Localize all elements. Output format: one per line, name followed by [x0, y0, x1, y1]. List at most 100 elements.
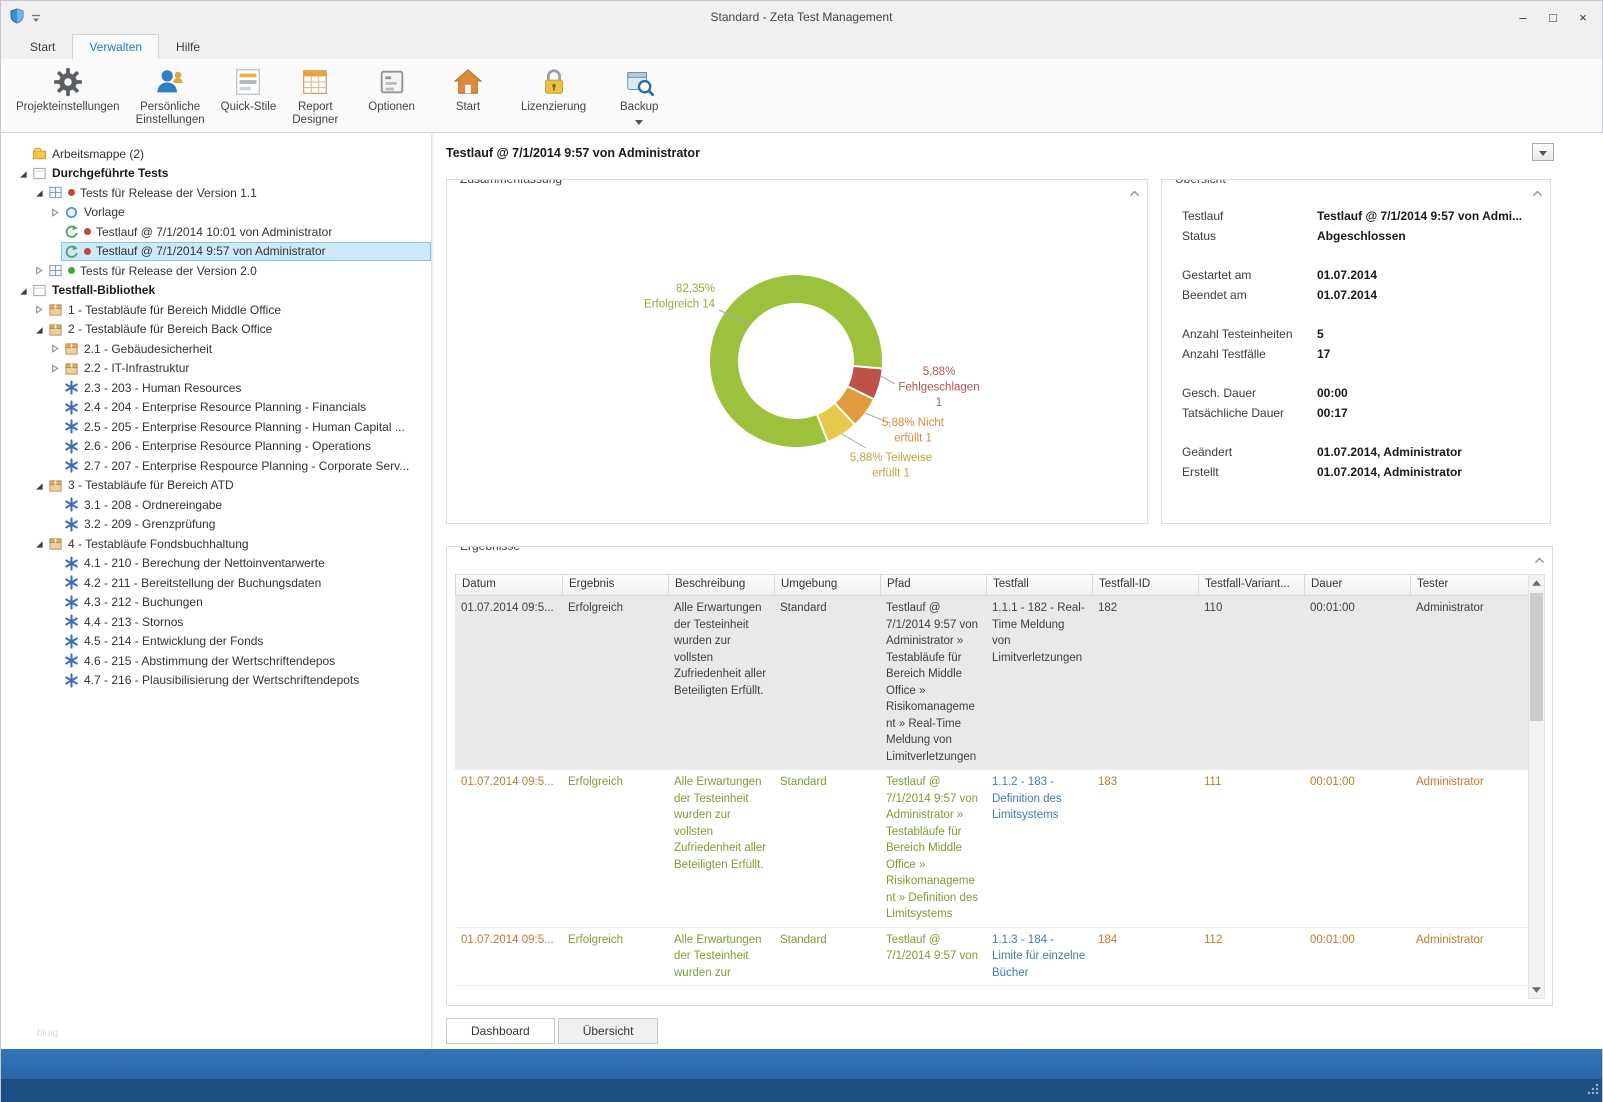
tab-verwalten[interactable]: Verwalten: [72, 34, 160, 59]
column-header-datum[interactable]: Datum: [456, 575, 563, 595]
donut-label-leader-line: [864, 412, 891, 424]
close-button[interactable]: ×: [1579, 9, 1587, 25]
tree-expanded-arrow-icon[interactable]: [31, 187, 45, 198]
quick-stile-button[interactable]: Quick-Stile: [214, 62, 284, 116]
tree-item-content: 4.6 - 215 - Abstimmung der Wertschriften…: [61, 651, 431, 670]
column-header-dauer[interactable]: Dauer: [1305, 575, 1411, 595]
tree-item[interactable]: Testfall-Bibliothek: [1, 281, 431, 301]
tree-item[interactable]: 4.1 - 210 - Berechung der Nettoinventarw…: [1, 554, 431, 574]
tree-item[interactable]: Arbeitsmappe (2): [1, 144, 431, 164]
overview-field: Status Abgeschlossen: [1182, 226, 1538, 246]
tree-item[interactable]: 2.6 - 206 - Enterprise Resource Planning…: [1, 437, 431, 457]
tree-item[interactable]: 4.6 - 215 - Abstimmung der Wertschriften…: [1, 651, 431, 671]
persoenliche-einstellungen-button[interactable]: Persönliche Einstellungen: [129, 62, 212, 129]
bottom-tab-dashboard[interactable]: Dashboard: [446, 1018, 555, 1044]
tree-item[interactable]: 4 - Testabläufe Fondsbuchhaltung: [1, 534, 431, 554]
tree-item[interactable]: Vorlage: [1, 203, 431, 223]
results-scrollbar[interactable]: [1528, 574, 1545, 999]
quick-access-toolbar-icon[interactable]: [31, 10, 41, 28]
scrollbar-thumb[interactable]: [1530, 593, 1543, 721]
table-row[interactable]: 01.07.2014 09:5... Erfolgreich Alle Erwart…: [455, 927, 1530, 986]
tree-collapsed-arrow-icon[interactable]: [47, 363, 61, 374]
tree-expanded-arrow-icon[interactable]: [15, 168, 29, 179]
column-header-umgebung[interactable]: Umgebung: [775, 575, 881, 595]
tree-item[interactable]: 1 - Testabläufe für Bereich Middle Offic…: [1, 300, 431, 320]
tree-item-content: 2.2 - IT-Infrastruktur: [61, 359, 431, 378]
column-header-testfall[interactable]: Testfall: [987, 575, 1093, 595]
tree-item[interactable]: Testlauf @ 7/1/2014 10:01 von Administra…: [1, 222, 431, 242]
scroll-up-icon[interactable]: [1529, 575, 1544, 591]
tree-item[interactable]: 4.3 - 212 - Buchungen: [1, 593, 431, 613]
start-button[interactable]: Start: [438, 62, 498, 116]
table-row[interactable]: 01.07.2014 09:5... Erfolgreich Alle Erwart…: [455, 596, 1530, 770]
tree-item-content: Arbeitsmappe (2): [29, 144, 431, 163]
column-header-variante[interactable]: Testfall-Variant...: [1199, 575, 1305, 595]
lizenzierung-button[interactable]: Lizenzierung: [514, 62, 593, 116]
column-header-pfad[interactable]: Pfad: [881, 575, 987, 595]
tree-item[interactable]: 2.7 - 207 - Enterprise Respource Plannin…: [1, 456, 431, 476]
donut-label: 5,88% Teilweise: [850, 452, 932, 464]
column-header-beschreibung[interactable]: Beschreibung: [669, 575, 775, 595]
tree-item[interactable]: 2.1 - Gebäudesicherheit: [1, 339, 431, 359]
donut-slice-separator: [834, 402, 856, 425]
maximize-button[interactable]: □: [1549, 9, 1557, 25]
table-row[interactable]: 01.07.2014 09:5... Erfolgreich Alle Erwart…: [455, 770, 1530, 928]
status-dot-red: [84, 228, 91, 236]
report-icon: [300, 65, 330, 98]
overview-field-value: 01.07.2014, Administrator: [1317, 465, 1462, 479]
tree-item[interactable]: Testlauf @ 7/1/2014 9:57 von Administrat…: [1, 241, 431, 262]
tab-hilfe[interactable]: Hilfe: [176, 40, 201, 54]
cell-umgebung: Standard: [780, 602, 827, 614]
tree-expanded-arrow-icon[interactable]: [31, 538, 45, 549]
tree-item[interactable]: Tests für Release der Version 1.1: [1, 183, 431, 203]
tree-collapsed-arrow-icon[interactable]: [47, 343, 61, 354]
tree-item[interactable]: 3.1 - 208 - Ordnereingabe: [1, 495, 431, 515]
bottom-tab-übersicht[interactable]: Übersicht: [557, 1018, 659, 1044]
view-options-button[interactable]: [1532, 143, 1554, 161]
tree-expanded-arrow-icon[interactable]: [31, 480, 45, 491]
tree-item[interactable]: 2.2 - IT-Infrastruktur: [1, 359, 431, 379]
summary-collapse-chevron-icon[interactable]: [1129, 184, 1140, 202]
tree-item[interactable]: 4.2 - 211 - Bereitstellung der Buchungsd…: [1, 573, 431, 593]
tree-item[interactable]: 2.5 - 205 - Enterprise Resource Planning…: [1, 417, 431, 437]
tree-item[interactable]: Tests für Release der Version 2.0: [1, 261, 431, 281]
scroll-down-icon[interactable]: [1529, 982, 1544, 998]
tab-start[interactable]: Start: [30, 40, 56, 54]
tree-item-label: Tests für Release der Version 1.1: [80, 185, 257, 200]
ribbon-button-label: Quick-Stile: [220, 101, 277, 113]
tree-expanded-arrow-icon[interactable]: [15, 285, 29, 296]
cell-umgebung: Standard: [780, 776, 827, 788]
tree-item[interactable]: Durchgeführte Tests: [1, 164, 431, 184]
tree-item[interactable]: 2.4 - 204 - Enterprise Resource Planning…: [1, 398, 431, 418]
tree-expanded-arrow-icon[interactable]: [31, 324, 45, 335]
tree-item[interactable]: 4.4 - 213 - Stornos: [1, 612, 431, 632]
overview-collapse-chevron-icon[interactable]: [1532, 184, 1543, 202]
tree-item[interactable]: 2 - Testabläufe für Bereich Back Office: [1, 320, 431, 340]
tree-collapsed-arrow-icon[interactable]: [47, 207, 61, 218]
tree-item[interactable]: 3 - Testabläufe für Bereich ATD: [1, 476, 431, 496]
tree-item-content: 4.4 - 213 - Stornos: [61, 612, 431, 631]
tree-item-content: 2 - Testabläufe für Bereich Back Office: [45, 320, 431, 339]
column-header-tester[interactable]: Tester: [1411, 575, 1531, 595]
column-header-testfall_id[interactable]: Testfall-ID: [1093, 575, 1199, 595]
tree-item[interactable]: 4.7 - 216 - Plausibilisierung der Wertsc…: [1, 671, 431, 691]
package-icon: [48, 536, 63, 551]
projekteinstellungen-button[interactable]: Projekteinstellungen: [9, 62, 127, 116]
donut-label: 5,88%: [923, 366, 956, 378]
column-header-ergebnis[interactable]: Ergebnis: [563, 575, 669, 595]
tree-item[interactable]: 4.5 - 214 - Entwicklung der Fonds: [1, 632, 431, 652]
package-icon: [48, 478, 63, 493]
tree-collapsed-arrow-icon[interactable]: [31, 265, 45, 276]
overview-field-value: 01.07.2014: [1317, 288, 1378, 302]
tree-item[interactable]: 3.2 - 209 - Grenzprüfung: [1, 515, 431, 535]
overview-field: Gestartet am 01.07.2014: [1182, 265, 1538, 285]
minimize-button[interactable]: –: [1519, 9, 1527, 25]
results-collapse-chevron-icon[interactable]: [1534, 551, 1545, 569]
backup-button[interactable]: Backup: [609, 62, 669, 130]
optionen-button[interactable]: Optionen: [361, 62, 422, 116]
resize-grip[interactable]: [1586, 1082, 1599, 1100]
tree-collapsed-arrow-icon[interactable]: [31, 304, 45, 315]
tree-item[interactable]: 2.3 - 203 - Human Resources: [1, 378, 431, 398]
tree-item-content: Vorlage: [61, 203, 431, 222]
report-designer-button[interactable]: Report Designer: [285, 62, 345, 129]
